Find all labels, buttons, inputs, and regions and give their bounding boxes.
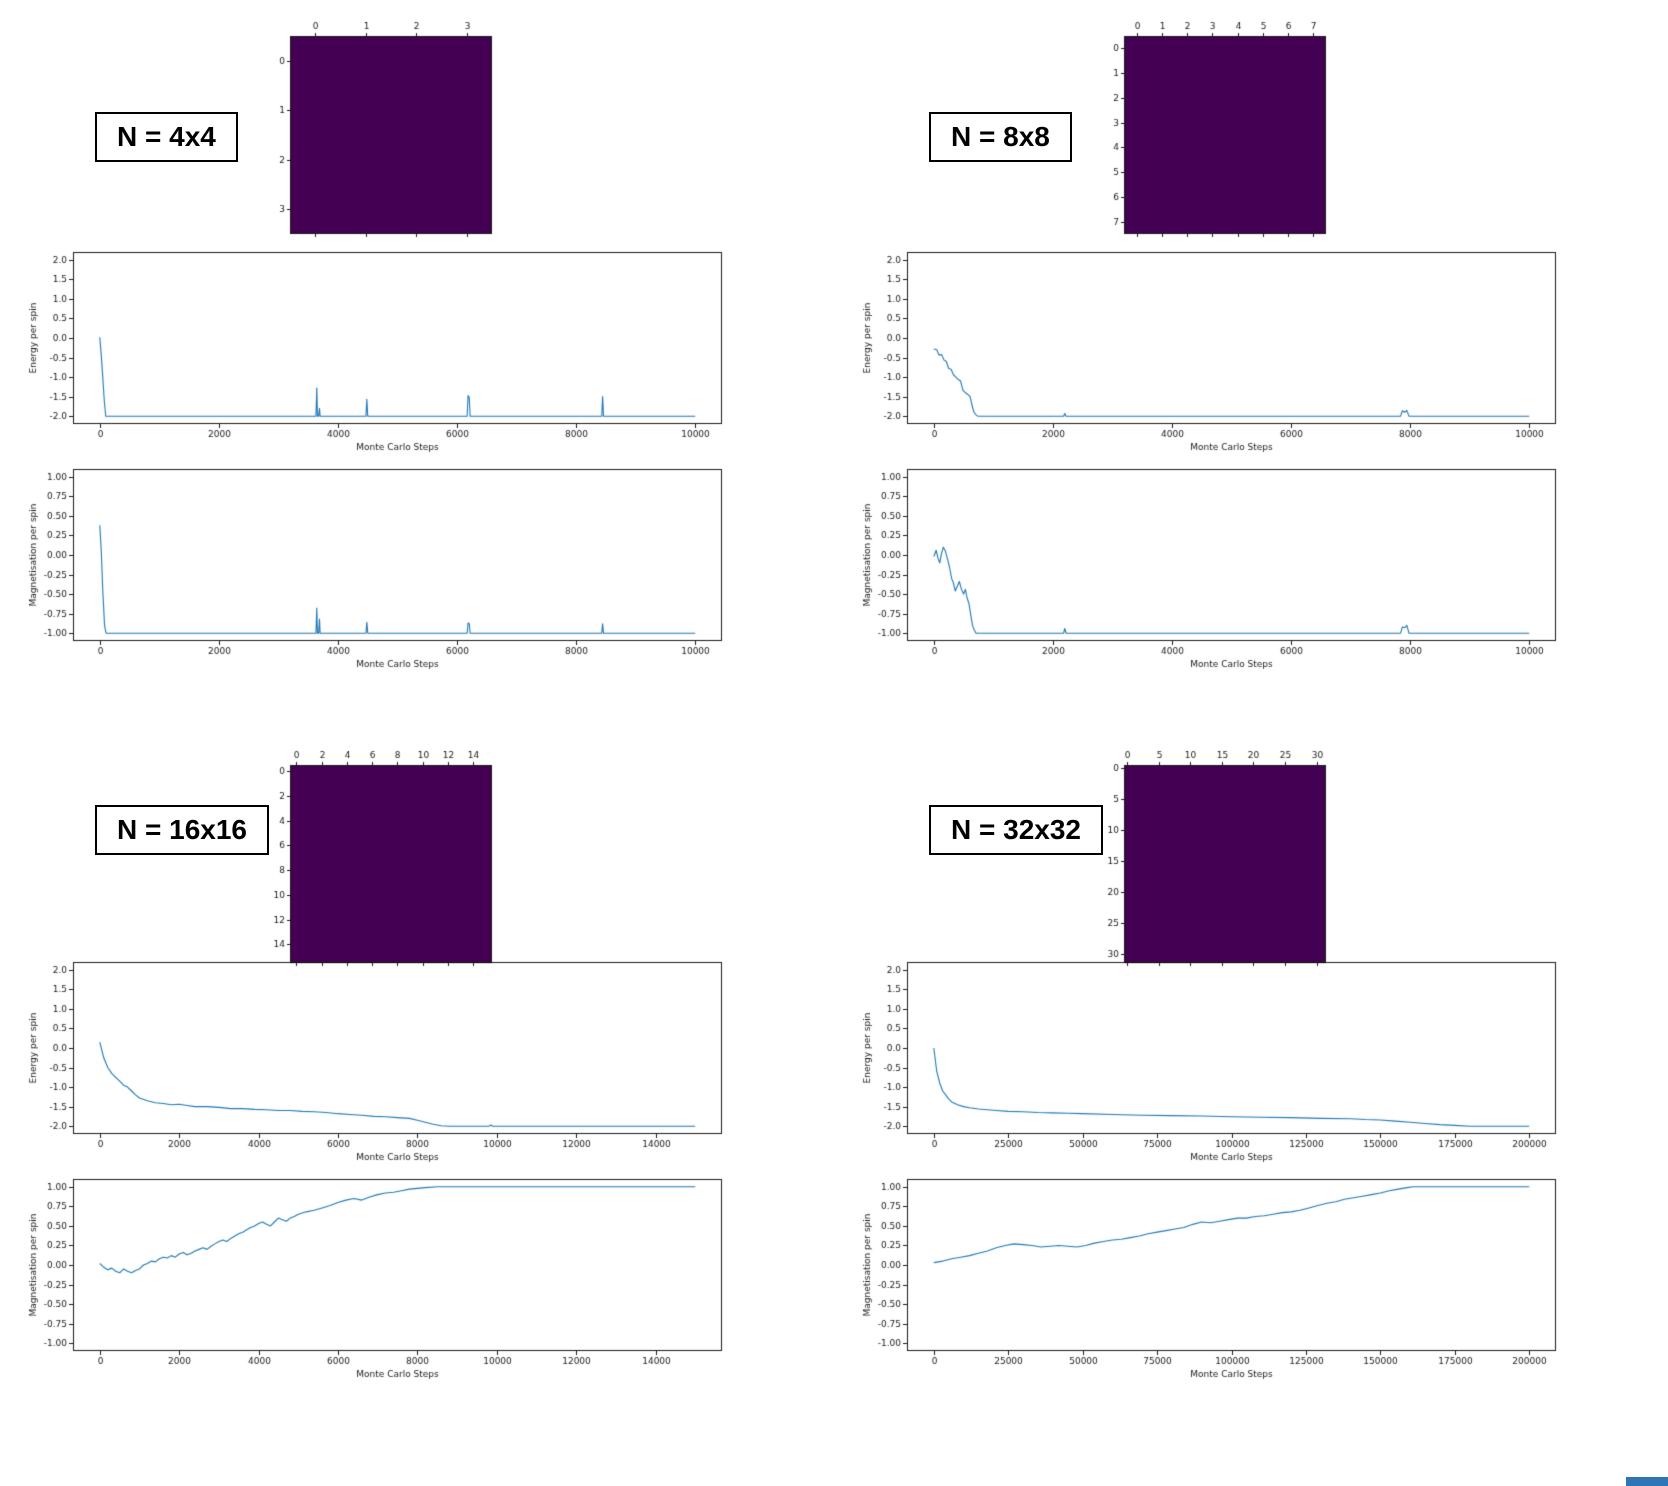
spin-lattice-heatmap-16x16 <box>262 743 496 971</box>
lattice-size-text: N = 32x32 <box>951 814 1081 845</box>
lattice-size-label-4x4: N = 4x4 <box>95 112 238 162</box>
energy-per-spin-chart-32x32 <box>859 955 1564 1168</box>
panel-32x32: N = 32x32 <box>834 743 1668 1486</box>
spin-lattice-heatmap-32x32 <box>1096 743 1330 971</box>
energy-per-spin-chart-16x16 <box>25 955 730 1168</box>
lattice-size-text: N = 8x8 <box>951 121 1050 152</box>
lattice-size-label-8x8: N = 8x8 <box>929 112 1072 162</box>
magnetisation-per-spin-chart-32x32 <box>859 1172 1564 1385</box>
magnetisation-per-spin-chart-4x4 <box>25 462 730 675</box>
panel-8x8: N = 8x8 <box>834 0 1668 743</box>
energy-per-spin-chart-4x4 <box>25 245 730 458</box>
spin-lattice-heatmap-4x4 <box>262 14 496 242</box>
corner-artifact <box>1626 1477 1668 1486</box>
lattice-size-label-16x16: N = 16x16 <box>95 805 269 855</box>
magnetisation-per-spin-chart-16x16 <box>25 1172 730 1385</box>
spin-lattice-heatmap-8x8 <box>1096 14 1330 242</box>
lattice-size-label-32x32: N = 32x32 <box>929 805 1103 855</box>
magnetisation-per-spin-chart-8x8 <box>859 462 1564 675</box>
panel-4x4: N = 4x4 <box>0 0 834 743</box>
lattice-size-text: N = 16x16 <box>117 814 247 845</box>
energy-per-spin-chart-8x8 <box>859 245 1564 458</box>
lattice-size-text: N = 4x4 <box>117 121 216 152</box>
panel-16x16: N = 16x16 <box>0 743 834 1486</box>
